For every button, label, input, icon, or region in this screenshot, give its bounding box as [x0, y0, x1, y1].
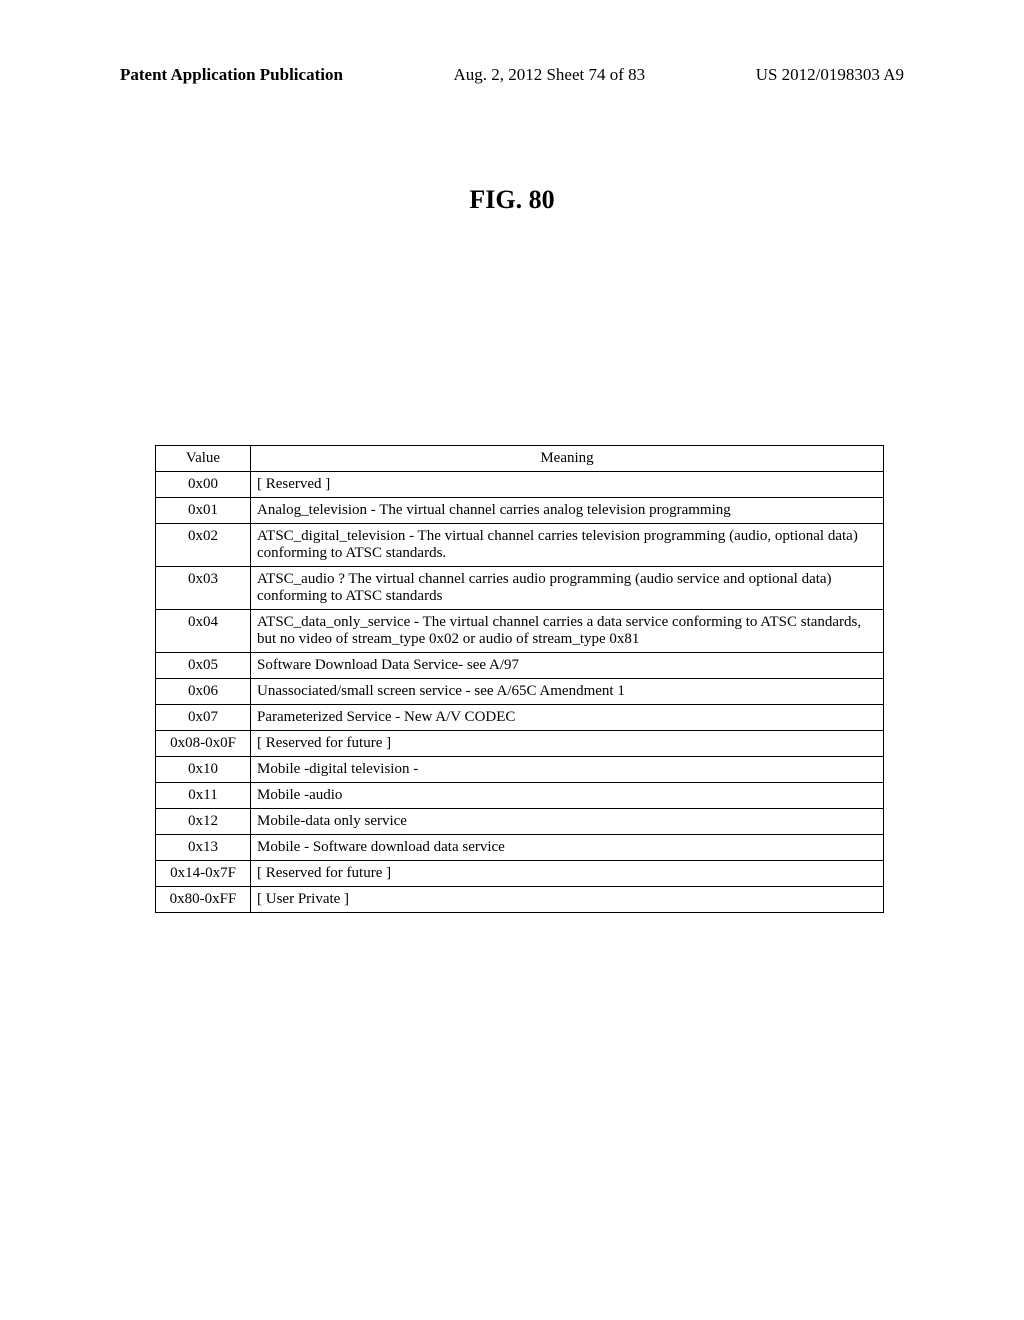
cell-meaning: [ Reserved for future ]: [251, 861, 884, 887]
table-row: 0x11 Mobile -audio: [156, 783, 884, 809]
cell-value: 0x13: [156, 835, 251, 861]
table-row: 0x05 Software Download Data Service- see…: [156, 653, 884, 679]
cell-meaning: Mobile-data only service: [251, 809, 884, 835]
cell-value: 0x03: [156, 567, 251, 610]
cell-meaning: Mobile -audio: [251, 783, 884, 809]
cell-value: 0x02: [156, 524, 251, 567]
cell-meaning: Mobile -digital television -: [251, 757, 884, 783]
table-body: 0x00 [ Reserved ] 0x01 Analog_television…: [156, 472, 884, 913]
table-header-row: Value Meaning: [156, 446, 884, 472]
cell-meaning: Mobile - Software download data service: [251, 835, 884, 861]
table-row: 0x08-0x0F [ Reserved for future ]: [156, 731, 884, 757]
cell-meaning: ATSC_digital_television - The virtual ch…: [251, 524, 884, 567]
cell-meaning: [ Reserved for future ]: [251, 731, 884, 757]
header-value: Value: [156, 446, 251, 472]
cell-meaning: Unassociated/small screen service - see …: [251, 679, 884, 705]
table-row: 0x07 Parameterized Service - New A/V COD…: [156, 705, 884, 731]
cell-value: 0x11: [156, 783, 251, 809]
cell-value: 0x14-0x7F: [156, 861, 251, 887]
cell-value: 0x12: [156, 809, 251, 835]
cell-value: 0x01: [156, 498, 251, 524]
cell-value: 0x08-0x0F: [156, 731, 251, 757]
table-row: 0x01 Analog_television - The virtual cha…: [156, 498, 884, 524]
header-center: Aug. 2, 2012 Sheet 74 of 83: [453, 65, 645, 85]
table-row: 0x00 [ Reserved ]: [156, 472, 884, 498]
figure-title: FIG. 80: [0, 185, 1024, 215]
cell-meaning: ATSC_data_only_service - The virtual cha…: [251, 610, 884, 653]
header-left: Patent Application Publication: [120, 65, 343, 85]
cell-value: 0x10: [156, 757, 251, 783]
table-row: 0x10 Mobile -digital television -: [156, 757, 884, 783]
cell-value: 0x07: [156, 705, 251, 731]
table-row: 0x12 Mobile-data only service: [156, 809, 884, 835]
value-meaning-table: Value Meaning 0x00 [ Reserved ] 0x01 Ana…: [155, 445, 884, 913]
table-row: 0x80-0xFF [ User Private ]: [156, 887, 884, 913]
cell-meaning: ATSC_audio ? The virtual channel carries…: [251, 567, 884, 610]
page-header: Patent Application Publication Aug. 2, 2…: [0, 0, 1024, 85]
cell-meaning: Parameterized Service - New A/V CODEC: [251, 705, 884, 731]
cell-meaning: Software Download Data Service- see A/97: [251, 653, 884, 679]
cell-meaning: [ User Private ]: [251, 887, 884, 913]
cell-meaning: Analog_television - The virtual channel …: [251, 498, 884, 524]
cell-value: 0x80-0xFF: [156, 887, 251, 913]
table-row: 0x04 ATSC_data_only_service - The virtua…: [156, 610, 884, 653]
table-row: 0x14-0x7F [ Reserved for future ]: [156, 861, 884, 887]
cell-value: 0x00: [156, 472, 251, 498]
table-row: 0x13 Mobile - Software download data ser…: [156, 835, 884, 861]
table-row: 0x03 ATSC_audio ? The virtual channel ca…: [156, 567, 884, 610]
cell-value: 0x06: [156, 679, 251, 705]
cell-meaning: [ Reserved ]: [251, 472, 884, 498]
header-right: US 2012/0198303 A9: [756, 65, 904, 85]
cell-value: 0x04: [156, 610, 251, 653]
table-row: 0x06 Unassociated/small screen service -…: [156, 679, 884, 705]
header-meaning: Meaning: [251, 446, 884, 472]
table-row: 0x02 ATSC_digital_television - The virtu…: [156, 524, 884, 567]
cell-value: 0x05: [156, 653, 251, 679]
value-meaning-table-container: Value Meaning 0x00 [ Reserved ] 0x01 Ana…: [155, 445, 884, 913]
